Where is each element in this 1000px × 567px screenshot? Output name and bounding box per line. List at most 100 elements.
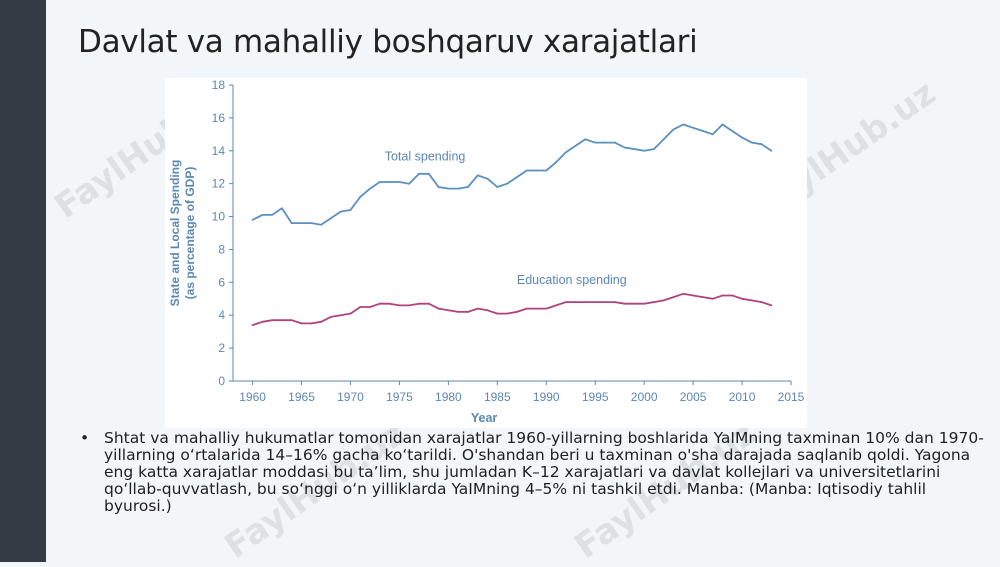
- total-spending-point: [310, 222, 313, 225]
- total-spending-point: [467, 186, 469, 188]
- total-spending-point: [594, 141, 597, 144]
- total-spending-point: [760, 143, 763, 146]
- y-tick-label: 10: [212, 210, 226, 224]
- total-spending-point: [711, 133, 714, 136]
- education-spending-point: [339, 314, 342, 317]
- x-tick-label: 1985: [484, 390, 511, 404]
- total-spending-point: [447, 187, 450, 190]
- total-spending-point: [555, 161, 557, 164]
- x-tick-label: 1990: [533, 390, 560, 404]
- total-spending-point: [271, 214, 274, 216]
- education-spending-point: [584, 301, 587, 303]
- total-spending-point: [535, 169, 538, 172]
- total-spending-point: [731, 130, 734, 132]
- education-spending-point: [486, 309, 489, 312]
- education-spending-point: [408, 304, 411, 307]
- y-tick-label: 12: [212, 177, 226, 191]
- total-spending-point: [721, 123, 724, 126]
- education-spending-point: [672, 296, 675, 299]
- education-spending-point: [437, 307, 440, 310]
- total-spending-point: [476, 174, 479, 177]
- total-spending-point: [349, 209, 352, 211]
- total-spending-point: [613, 141, 616, 144]
- total-spending-point: [408, 182, 411, 185]
- education-spending-point: [320, 320, 323, 323]
- y-tick-label: 0: [218, 374, 225, 388]
- total-spending-point: [290, 222, 293, 225]
- total-spending-point: [662, 138, 665, 141]
- education-spending-point: [594, 301, 597, 303]
- total-spending-point: [623, 146, 626, 149]
- education-spending-point: [506, 312, 509, 315]
- total-spending-point: [300, 222, 303, 225]
- total-spending-point: [701, 130, 704, 132]
- total-spending-point: [584, 138, 587, 141]
- education-spending-point: [682, 292, 685, 295]
- education-spending-line: [252, 292, 772, 326]
- total-spending-point: [388, 181, 391, 183]
- total-spending-point: [643, 149, 646, 152]
- total-spending-point: [750, 141, 753, 144]
- education-spending-point: [711, 297, 714, 300]
- education-spending-point: [476, 307, 479, 310]
- x-tick-label: 2010: [729, 390, 756, 404]
- education-spending-point: [418, 302, 420, 305]
- total-spending-point: [339, 210, 342, 213]
- x-tick-label: 2000: [631, 390, 658, 404]
- y-tick-label: 8: [218, 242, 225, 256]
- education-spending-point: [515, 311, 518, 313]
- education-spending-label: Education spending: [517, 273, 627, 287]
- total-spending-point: [320, 223, 323, 226]
- total-spending-point: [545, 169, 548, 172]
- y-tick-label: 4: [218, 308, 225, 322]
- x-tick-label: 1995: [582, 390, 609, 404]
- total-spending-point: [653, 148, 655, 151]
- total-spending-point: [692, 126, 695, 129]
- chart-svg: 0 2 4 6 8 10 12 14 16 18 1960 1965 1970 1975 1980 1985 1…: [168, 78, 805, 425]
- y-tick-label: 14: [212, 144, 226, 158]
- education-spending-point: [545, 307, 548, 310]
- education-spending-point: [623, 302, 626, 305]
- education-spending-point: [564, 301, 567, 303]
- total-spending-point: [369, 187, 371, 190]
- education-spending-point: [271, 319, 274, 322]
- education-spending-point: [310, 322, 313, 325]
- total-spending-label: Total spending: [385, 150, 466, 164]
- total-spending-point: [457, 187, 460, 190]
- x-tick-label: 1960: [239, 390, 266, 404]
- total-spending-point: [378, 181, 381, 183]
- total-spending-point: [281, 207, 283, 210]
- education-spending-point: [300, 322, 303, 325]
- y-axis-label: State and Local Spending(as percentage o…: [168, 160, 197, 307]
- education-spending-point: [467, 311, 469, 313]
- education-spending-point: [555, 304, 557, 307]
- x-tick-label: 1965: [288, 390, 315, 404]
- total-spending-point: [251, 218, 254, 221]
- bullet-text: Shtat va mahalliy hukumatlar tomonidan x…: [104, 429, 984, 515]
- education-spending-point: [535, 307, 538, 310]
- total-spending-point: [506, 182, 509, 185]
- education-spending-point: [574, 301, 577, 303]
- x-tick-label: 1975: [386, 390, 413, 404]
- education-spending-point: [525, 307, 528, 310]
- education-spending-point: [731, 294, 734, 297]
- education-spending-point: [701, 296, 704, 299]
- y-tick-label: 18: [212, 78, 226, 92]
- total-spending-point: [672, 128, 675, 131]
- education-spending-point: [643, 302, 646, 305]
- y-tick-label: 2: [218, 341, 225, 355]
- education-spending-point: [457, 311, 460, 313]
- education-spending-point: [398, 304, 401, 307]
- total-spending-point: [418, 172, 420, 175]
- slide-title: Davlat va mahalliy boshqaruv xarajatlari: [78, 24, 698, 60]
- education-spending-point: [653, 301, 655, 303]
- education-spending-point: [369, 306, 371, 308]
- y-axis-label-line: (as percentage of GDP): [183, 167, 197, 300]
- education-spending-point: [290, 319, 293, 322]
- education-spending-point: [760, 301, 763, 303]
- total-spending-point: [682, 123, 685, 126]
- x-tick-label: 2015: [778, 390, 805, 404]
- education-spending-point: [447, 309, 450, 312]
- education-spending-point: [329, 315, 332, 318]
- x-tick-label: 2005: [680, 390, 707, 404]
